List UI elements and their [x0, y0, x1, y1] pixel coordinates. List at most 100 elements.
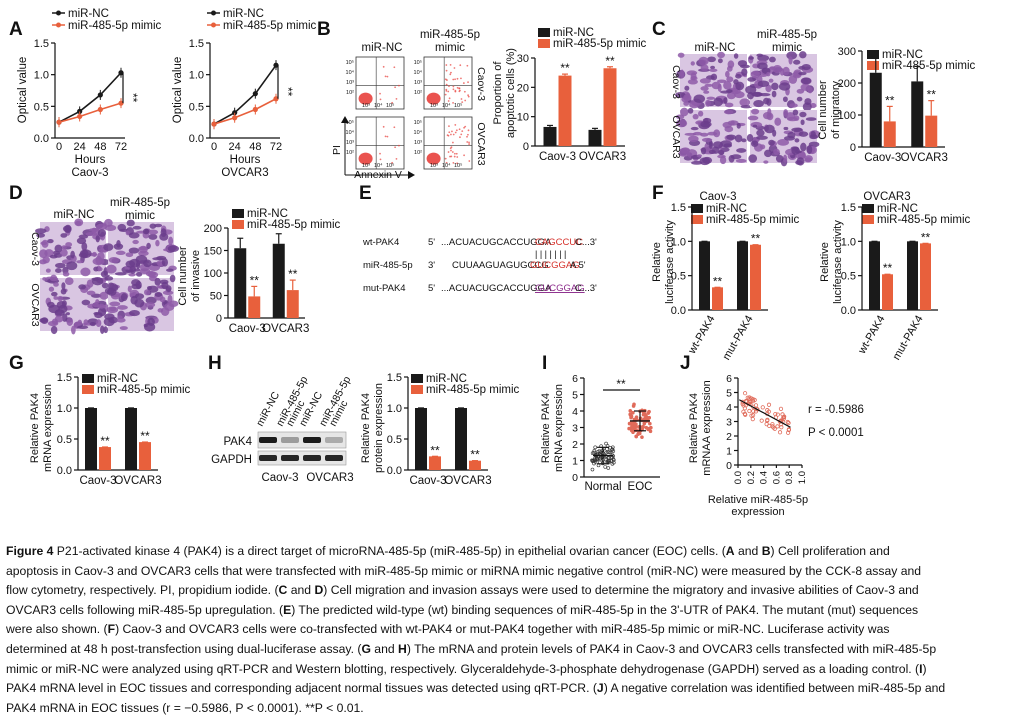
caption-text: ) Caov-3 and OVCAR3 cells were co-transf… — [115, 622, 890, 637]
panel-c-micrograph-mimic-ovcar3-cell — [783, 126, 789, 131]
panel-c-micrograph-mimic-ovcar3-cell — [782, 154, 788, 163]
panel-f0-x-tick-label: wt-PAK4 — [686, 314, 718, 357]
panel-i-point — [637, 431, 642, 436]
panel-i-point — [631, 404, 636, 408]
panel-c-micrograph-nc-caov3-cell — [679, 69, 685, 79]
panel-c-micrograph-nc-caov3-cell — [700, 86, 709, 91]
panel-i-point — [647, 409, 651, 414]
panel-c-micrograph-nc-ovcar3-cell — [723, 143, 732, 148]
panel-b-flow-mimic-ovcar3-event — [460, 133, 463, 136]
panel-d-micrograph-nc-caov3-cell — [88, 228, 100, 232]
panel-c-row-label: OVCAR3 — [670, 115, 682, 158]
panel-d-micrograph-mimic-caov3-cell — [168, 236, 174, 246]
panel-b-flow-nc-caov3-y-tick-label: 10² — [346, 90, 354, 96]
panel-f1-bar-mimic — [882, 274, 893, 310]
panel-h-band-pak4 — [259, 437, 277, 443]
panel-b-flow-nc-ovcar3-event — [395, 157, 398, 160]
panel-a0-series-line-mimic — [58, 102, 122, 123]
panel-c-micrograph-mimic-ovcar3-cell — [806, 145, 813, 155]
panel-b-flow-nc-ovcar3-event — [384, 135, 387, 138]
panel-j-x-label: Relative miR-485-5p — [708, 494, 808, 506]
panel-e-seq-name: miR-485-5p — [363, 260, 413, 271]
panel-c-micrograph-nc-caov3-cell — [684, 85, 690, 91]
panel-i-point — [593, 445, 598, 450]
panel-b-flow-nc-ovcar3-event — [379, 152, 381, 155]
panel-d-micrograph-nc-ovcar3-cell — [81, 299, 91, 306]
panel-f0-y-tick-label: 0.0 — [671, 305, 686, 317]
panel-i-point — [641, 424, 645, 429]
panel-b-flow-mimic-ovcar3-event — [454, 124, 457, 126]
panel-d-micrograph-mimic-ovcar3-cell — [168, 300, 179, 308]
panel-b-flow-mimic-caov3-event — [460, 98, 463, 100]
panel-g-y-tick-label: 1.5 — [57, 372, 72, 384]
panel-b-flow-nc-ovcar3-event — [394, 146, 397, 149]
panel-letter-d: D — [9, 183, 23, 204]
panel-g-bar-mimic — [99, 447, 111, 470]
panel-a1-series-line-nc — [213, 64, 277, 125]
panel-c-row-label: Caov-3 — [670, 65, 682, 99]
panel-h-legend-swatch-nc — [411, 374, 423, 383]
panel-d-micrograph-mimic-caov3-cell — [145, 270, 156, 277]
panel-b-flow-nc-caov3-y-tick-label: 10⁴ — [346, 69, 355, 76]
panel-e-seq-tail: C...3' — [575, 283, 597, 294]
panel-h-y-label: protein expression — [373, 383, 385, 473]
panel-g-y-tick-label: 1.0 — [57, 403, 72, 415]
panel-f0-bar-nc — [737, 241, 748, 310]
panel-d-micrograph-mimic-caov3-cell — [104, 224, 117, 232]
panel-a0-point — [97, 92, 103, 98]
panel-d-micrograph-mimic-ovcar3-cell — [119, 326, 128, 331]
panel-d-legend-swatch-nc — [232, 209, 244, 218]
panel-d-micrograph-nc-caov3-cell — [49, 254, 58, 259]
panel-i-point — [642, 421, 647, 426]
panel-d-micrograph-mimic-caov3-cell — [132, 239, 139, 245]
panel-j-y-tick-label: 0 — [726, 460, 732, 472]
panel-b-flow-mimic-caov3-event — [458, 90, 461, 93]
panel-c-micrograph-nc-ovcar3-cell — [730, 154, 742, 160]
panel-j-x-tick-label: 0.6 — [771, 471, 782, 484]
panel-g-bar-mimic — [139, 442, 151, 470]
panel-b-flow-mimic-caov3-event — [454, 78, 456, 81]
panel-c-micrograph-mimic-caov3-cell — [747, 91, 754, 100]
panel-b-flow-mimic-caov3-population — [426, 92, 441, 105]
panel-d-micrograph-nc-caov3-cell — [40, 241, 48, 246]
panel-b-flow-mimic-ovcar3-event — [454, 131, 457, 134]
panel-a0-legend-marker-mimic — [56, 22, 61, 28]
panel-f1-bar-nc — [907, 241, 918, 310]
panel-b-flow-mimic-caov3-event — [452, 88, 455, 91]
panel-b-flow-nc-caov3-event — [379, 92, 381, 95]
panel-i-point — [631, 410, 635, 415]
panel-b-flow-mimic-ovcar3-event — [449, 147, 452, 150]
panel-d-micrograph-mimic-caov3-cell — [125, 252, 134, 258]
panel-b-flow-nc-caov3-population — [358, 92, 373, 105]
panel-c-micrograph-nc-caov3-cell — [707, 56, 716, 63]
panel-d-micrograph-nc-ovcar3-cell — [95, 319, 102, 328]
panel-h-y-tick-label: 0.5 — [387, 434, 402, 446]
panel-b-col-label: miR-NC — [362, 42, 403, 54]
panel-j-point — [749, 413, 754, 418]
panel-c-micrograph-mimic-caov3-cell — [788, 56, 793, 65]
panel-j-y-label: mRNAA expression — [701, 380, 713, 475]
panel-c-micrograph-nc-ovcar3-cell — [736, 122, 741, 129]
panel-i-x-tick-label: Normal — [584, 481, 621, 493]
panel-d-micrograph-mimic-caov3-cell — [132, 225, 142, 230]
panel-c-micrograph-mimic-ovcar3-cell — [767, 108, 772, 116]
panel-b-flow-mimic-caov3-event — [447, 90, 450, 93]
panel-e-seed: GUCGGAG — [530, 260, 580, 271]
panel-a0-x-tick-label: 0 — [56, 141, 62, 153]
panel-j-r-value: r = -0.5986 — [808, 404, 864, 416]
panel-b-flow-mimic-caov3-event — [461, 101, 464, 104]
panel-h-band-gapdh — [259, 455, 277, 461]
panel-c-micrograph-nc-caov3-cell — [713, 97, 724, 107]
panel-f0-significance: ** — [751, 232, 761, 246]
panel-j-point — [760, 405, 765, 410]
panel-d-bar-nc — [234, 248, 247, 318]
panel-f1-legend-nc: miR-NC — [877, 203, 918, 215]
panel-b-flow-mimic-caov3-event — [466, 64, 469, 67]
panel-b-y-label: Proportion of — [492, 61, 504, 125]
panel-d-micrograph-mimic-ovcar3-cell — [129, 309, 140, 317]
panel-d-micrograph-mimic-caov3-cell — [154, 223, 163, 228]
panel-d-micrograph-nc-ovcar3-cell — [57, 295, 64, 302]
panel-a0-legend-nc: miR-NC — [68, 8, 109, 20]
panel-d-micrograph-nc-ovcar3-cell — [54, 309, 65, 317]
panel-d-micrograph-nc-caov3-cell — [47, 239, 54, 244]
